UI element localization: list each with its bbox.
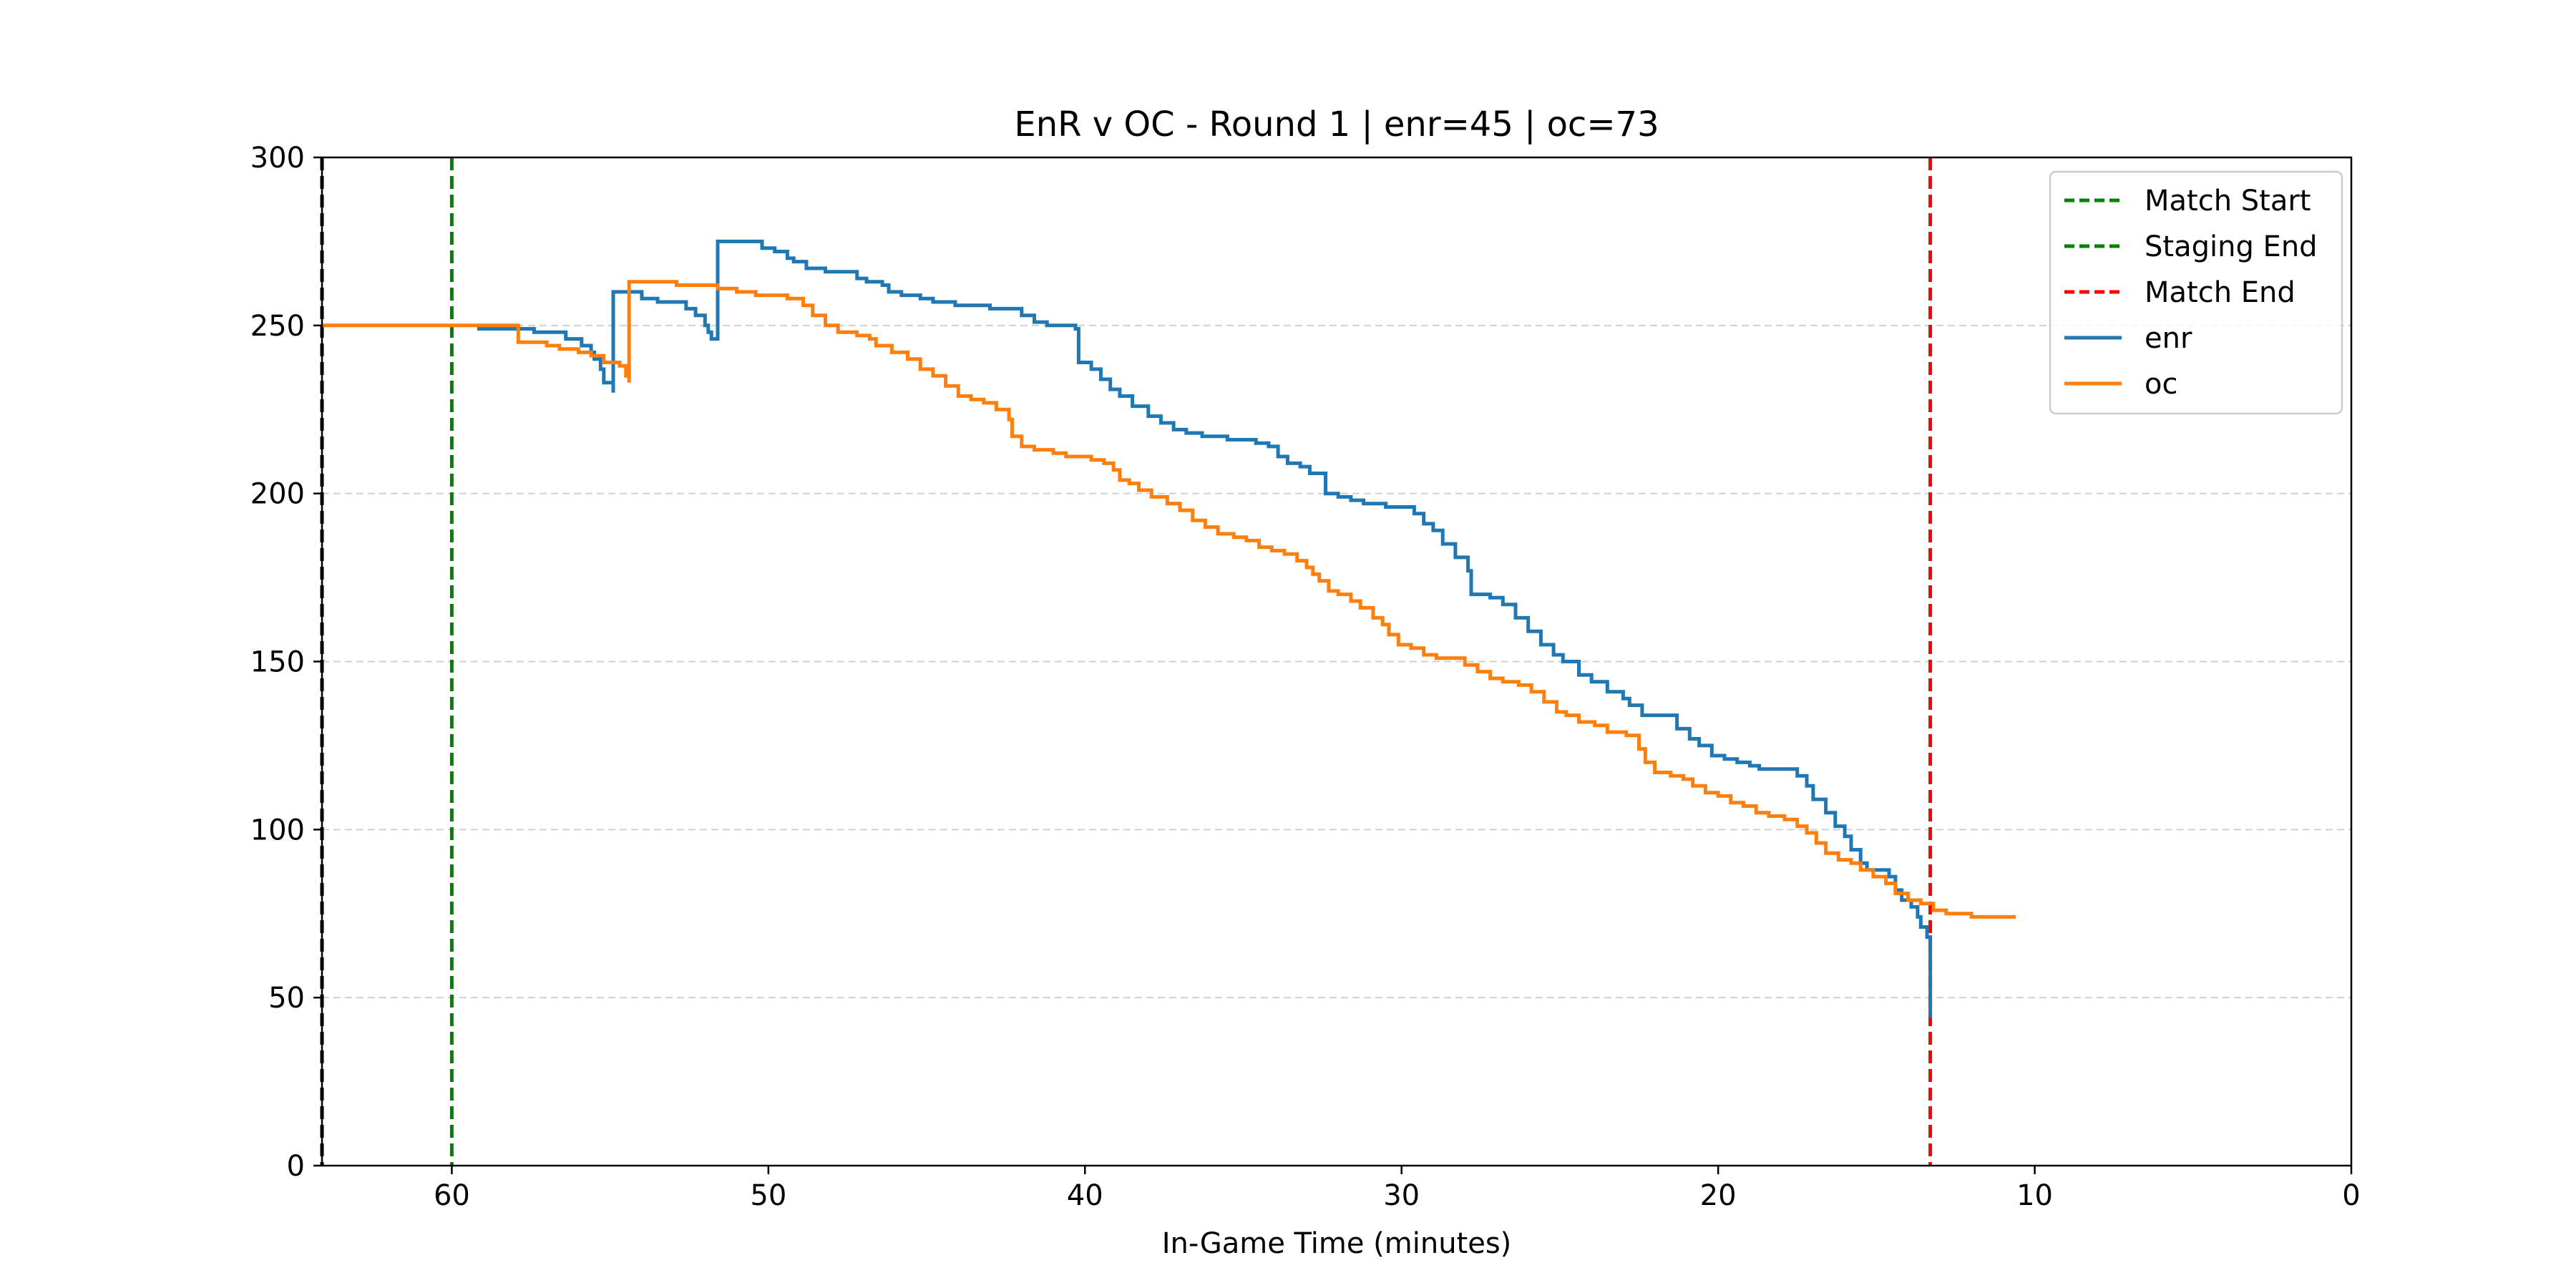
- series-lines: [322, 239, 2016, 1018]
- x-tick-label-50: 50: [750, 1179, 786, 1212]
- legend-label-match-end: Match End: [2145, 276, 2296, 309]
- x-tick-label-0: 0: [2342, 1179, 2360, 1212]
- y-tick-label-0: 0: [287, 1150, 305, 1183]
- x-tick-label-30: 30: [1383, 1179, 1420, 1212]
- legend-label-staging-end: Staging End: [2145, 230, 2318, 263]
- series-line-oc: [322, 280, 2016, 919]
- x-tick-label-20: 20: [1700, 1179, 1737, 1212]
- x-tick-label-60: 60: [434, 1179, 470, 1212]
- x-tick-label-40: 40: [1067, 1179, 1103, 1212]
- y-tick-label-100: 100: [250, 814, 305, 847]
- y-tick-label-300: 300: [250, 142, 305, 175]
- chart-title: EnR v OC - Round 1 | enr=45 | oc=73: [1014, 104, 1659, 145]
- y-tick-label-200: 200: [250, 478, 305, 511]
- y-tick-label-150: 150: [250, 646, 305, 679]
- x-tick-label-10: 10: [2016, 1179, 2053, 1212]
- legend-box: [2049, 170, 2343, 415]
- series-line-enr: [477, 239, 1933, 1018]
- x-axis-label: In-Game Time (minutes): [1162, 1227, 1512, 1260]
- y-tick-label-50: 50: [268, 982, 305, 1015]
- legend-label-enr: enr: [2145, 322, 2192, 355]
- legend-label-match-start: Match Start: [2145, 185, 2311, 218]
- legend: Match Start Staging End Match End enr oc: [2049, 170, 2343, 415]
- y-tick-label-250: 250: [250, 310, 305, 343]
- legend-label-oc: oc: [2145, 368, 2177, 401]
